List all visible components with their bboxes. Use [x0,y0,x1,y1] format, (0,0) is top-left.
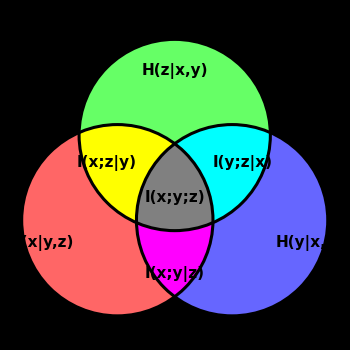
Text: I(y;z|x): I(y;z|x) [212,155,273,171]
Text: I(x;y;z): I(x;y;z) [145,190,205,205]
Text: H(y|x,z): H(y|x,z) [275,235,342,251]
Text: H(x|y,z): H(x|y,z) [8,235,74,251]
Text: I(x;z|y): I(x;z|y) [77,155,137,171]
Text: I(x;y|z): I(x;y|z) [145,266,205,282]
Text: H(z|x,y): H(z|x,y) [141,63,208,79]
